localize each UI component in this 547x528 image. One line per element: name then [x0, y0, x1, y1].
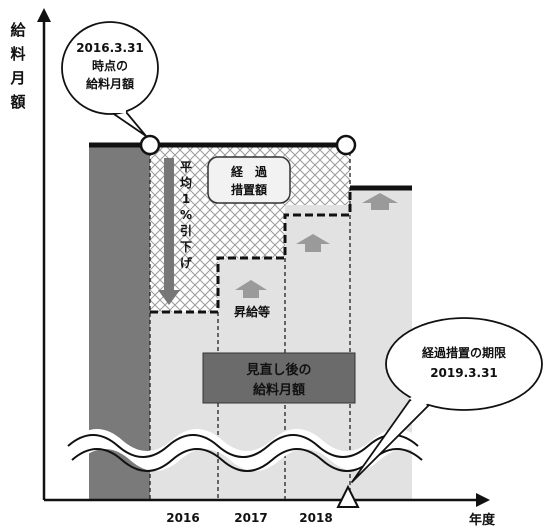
- axis-break-wave-top: [67, 434, 419, 458]
- end-point-marker: [335, 134, 357, 156]
- average-cut-arrow-head: [158, 290, 180, 305]
- measure-label-line1: 経 過: [231, 164, 268, 179]
- revised-salary-box: [202, 352, 356, 404]
- x-axis-label: 年度: [469, 512, 496, 528]
- start-callout-line2: 時点の: [92, 58, 128, 73]
- y-axis-label-char: 額: [9, 93, 25, 111]
- y-axis-arrow-icon: [37, 8, 51, 22]
- start-point-marker: [139, 134, 161, 156]
- revised-salary-line1: 見直し後の: [245, 362, 311, 378]
- measure-label-box: [207, 156, 291, 204]
- y-axis-label-char: 給: [10, 21, 26, 39]
- x-axis-arrow-icon: [476, 493, 490, 507]
- start-callout-tail-mask: [108, 104, 126, 113]
- end-callout-bubble: [385, 317, 543, 411]
- raise-arrow-2017: [235, 280, 267, 298]
- transitional-measure-area: [150, 145, 350, 312]
- year-label-2017: 2017: [234, 511, 267, 525]
- end-callout-tail-mask: [409, 387, 435, 411]
- average-cut-arrow-shaft: [164, 158, 174, 290]
- year-label-2016: 2016: [166, 511, 199, 525]
- end-callout-line1: 経過措置の期限: [422, 345, 506, 360]
- measure-label-line2: 措置額: [231, 182, 267, 197]
- axis-break-band: [72, 429, 430, 471]
- deadline-triangle-icon: [336, 484, 360, 508]
- average-cut-char: 引: [180, 224, 192, 238]
- average-cut-label: 平 均 1 % 引 下 げ: [180, 160, 193, 270]
- average-cut-char: 下: [180, 240, 192, 254]
- revised-salary-step-line: [150, 188, 352, 314]
- average-cut-char: げ: [180, 255, 193, 270]
- start-callout-bubble: [61, 21, 159, 115]
- revised-salary-line2: 給料月額: [253, 382, 305, 398]
- average-cut-char: 均: [180, 175, 192, 190]
- raise-arrow-2019: [362, 193, 398, 210]
- year-label-2018: 2018: [299, 511, 332, 525]
- average-cut-char: 平: [180, 160, 192, 174]
- raise-arrow-2018: [296, 234, 330, 252]
- end-callout-line2: 2019.3.31: [430, 366, 498, 380]
- y-axis-label-char: 料: [10, 45, 25, 63]
- start-callout-line1: 2016.3.31: [76, 41, 144, 55]
- average-cut-char: %: [180, 208, 192, 222]
- average-cut-char: 1: [182, 192, 190, 206]
- start-callout-line3: 給料月額: [86, 76, 134, 91]
- y-axis-label-char: 月: [9, 69, 25, 87]
- raise-label: 昇給等: [234, 304, 270, 319]
